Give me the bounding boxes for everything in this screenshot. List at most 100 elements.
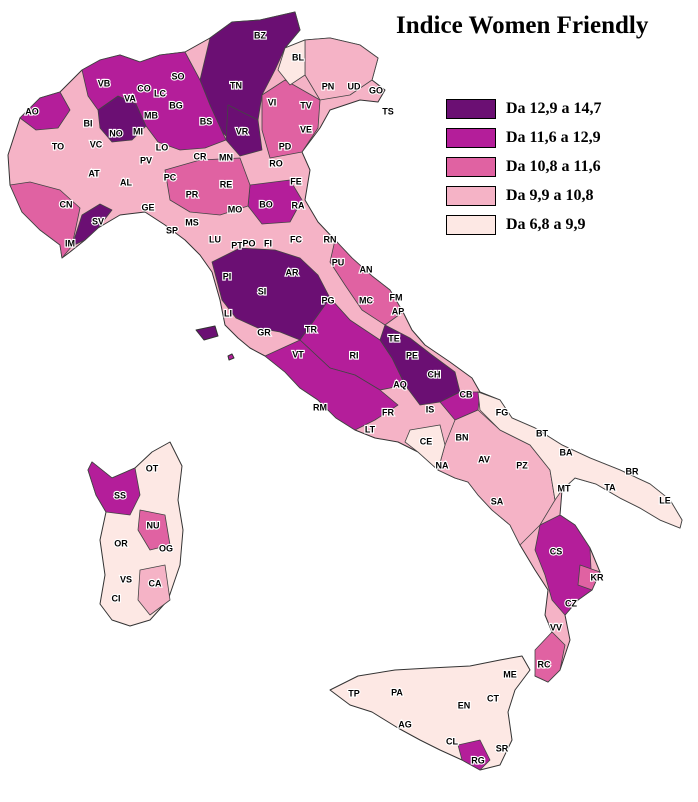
legend-label: Da 6,8 a 9,9 <box>506 215 586 233</box>
province-label-te: TE <box>388 333 400 343</box>
province-label-bi: BI <box>84 118 93 128</box>
region-reggio <box>534 631 566 683</box>
province-label-pd: PD <box>279 141 292 151</box>
province-label-is: IS <box>426 404 435 414</box>
province-label-ud: UD <box>348 81 361 91</box>
legend-swatch <box>446 127 496 148</box>
province-label-ar: AR <box>286 267 299 277</box>
province-label-mt: MT <box>558 483 571 493</box>
province-label-po: PO <box>242 238 255 248</box>
province-label-tv: TV <box>300 100 312 110</box>
region-lombardy-ring <box>81 51 227 151</box>
region-belluno <box>277 39 306 86</box>
province-label-og: OG <box>159 543 173 553</box>
province-label-al: AL <box>120 177 132 187</box>
province-label-le: LE <box>659 495 671 505</box>
province-label-lc: LC <box>154 88 166 98</box>
province-label-pc: PC <box>164 172 177 182</box>
province-label-bg: BG <box>169 100 183 110</box>
province-label-cs: CS <box>550 546 563 556</box>
province-label-av: AV <box>478 454 490 464</box>
province-label-co: CO <box>137 83 151 93</box>
legend-swatch <box>446 156 496 177</box>
province-label-sv: SV <box>92 216 104 226</box>
lightest-areas <box>277 39 683 529</box>
region-aosta <box>19 91 71 131</box>
province-label-fr: FR <box>382 407 394 417</box>
legend-label: Da 11,6 a 12,9 <box>506 128 601 146</box>
map-title: Indice Women Friendly <box>396 12 649 39</box>
province-label-vs: VS <box>120 574 132 584</box>
province-label-cr: CR <box>194 151 207 161</box>
region-naples <box>404 424 446 471</box>
province-label-kr: KR <box>591 572 604 582</box>
tier-regions <box>9 11 601 771</box>
elba-island <box>195 325 219 341</box>
province-label-en: EN <box>458 700 471 710</box>
province-label-ag: AG <box>398 719 412 729</box>
province-label-ca: CA <box>149 578 162 588</box>
region-cagliari <box>137 564 171 616</box>
region-verona <box>225 104 263 157</box>
province-label-or: OR <box>114 538 128 548</box>
province-label-lo: LO <box>156 142 169 152</box>
legend-item: Da 6,8 a 9,9 <box>446 210 602 239</box>
region-lazio-coast <box>264 339 399 431</box>
region-calabria-north <box>534 514 593 616</box>
province-label-im: IM <box>65 238 75 248</box>
province-label-ci: CI <box>112 593 121 603</box>
province-label-bz: BZ <box>254 30 266 40</box>
province-label-va: VA <box>124 93 136 103</box>
province-label-so: SO <box>171 71 184 81</box>
province-label-bl: BL <box>292 52 304 62</box>
legend-swatch <box>446 214 496 235</box>
province-label-tr: TR <box>305 324 317 334</box>
province-label-rm: RM <box>313 402 327 412</box>
province-label-mb: MB <box>144 110 158 120</box>
province-label-gr: GR <box>257 327 271 337</box>
province-label-me: ME <box>503 669 517 679</box>
province-label-rc: RC <box>538 659 551 669</box>
province-label-no: NO <box>109 128 123 138</box>
province-label-pu: PU <box>332 257 345 267</box>
province-label-ts: TS <box>382 106 394 116</box>
province-label-vi: VI <box>268 97 277 107</box>
province-label-bs: BS <box>200 116 213 126</box>
legend-swatch <box>446 98 496 119</box>
province-label-tp: TP <box>348 688 360 698</box>
region-emilia-west <box>164 157 251 216</box>
province-label-sa: SA <box>491 496 504 506</box>
province-label-bo: BO <box>259 199 273 209</box>
province-label-an: AN <box>360 264 373 274</box>
province-label-pa: PA <box>391 687 403 697</box>
province-label-fg: FG <box>496 407 509 417</box>
province-label-lt: LT <box>365 424 376 434</box>
province-label-tn: TN <box>230 80 242 90</box>
province-label-go: GO <box>369 85 383 95</box>
province-label-fi: FI <box>264 238 272 248</box>
legend: Da 12,9 a 14,7 Da 11,6 a 12,9 Da 10,8 a … <box>446 94 602 239</box>
province-label-ao: AO <box>25 106 39 116</box>
province-label-pt: PT <box>231 240 243 250</box>
province-label-ce: CE <box>420 436 433 446</box>
province-label-fc: FC <box>290 234 302 244</box>
province-label-vb: VB <box>98 78 111 88</box>
province-label-mi: MI <box>133 126 143 136</box>
region-crotone <box>577 564 601 591</box>
region-friuli <box>304 37 379 101</box>
province-label-cn: CN <box>60 199 73 209</box>
province-label-ba: BA <box>560 447 573 457</box>
province-label-ch: CH <box>428 369 441 379</box>
region-marche <box>329 239 404 326</box>
legend-item: Da 12,9 a 14,7 <box>446 94 602 123</box>
province-label-vv: VV <box>550 622 562 632</box>
province-label-ro: RO <box>269 158 283 168</box>
province-label-cz: CZ <box>565 598 577 608</box>
legend-item: Da 10,8 a 11,6 <box>446 152 602 181</box>
province-label-pz: PZ <box>516 460 528 470</box>
province-label-rg: RG <box>471 755 485 765</box>
giglio-island <box>227 353 235 361</box>
legend-label: Da 12,9 a 14,7 <box>506 99 602 117</box>
province-label-ri: RI <box>350 350 359 360</box>
province-label-pi: PI <box>223 271 232 281</box>
